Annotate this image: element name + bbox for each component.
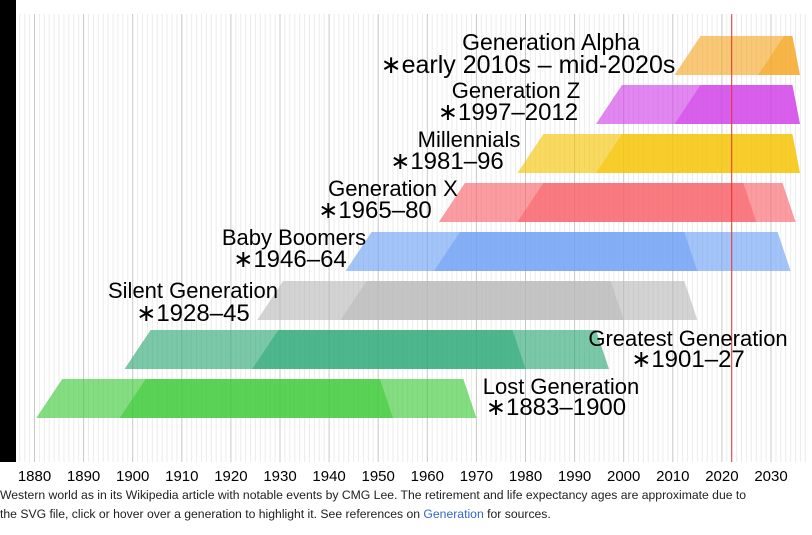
- left-black-strip: [0, 0, 16, 462]
- x-tick-label: 1970: [460, 468, 493, 485]
- years-generation-z: ∗1997–2012: [438, 99, 578, 126]
- caption-line-2-end: for sources.: [483, 507, 551, 521]
- years-generation-alpha: ∗early 2010s – mid-2020s: [381, 51, 676, 79]
- label-lost-generation: Lost Generation: [483, 374, 640, 399]
- band-core-generation-x: [517, 183, 757, 222]
- x-tick-label: 2010: [656, 468, 689, 485]
- generation-bands: [36, 36, 800, 418]
- x-tick-label: 1940: [312, 468, 345, 485]
- label-generation-x: Generation X: [328, 176, 458, 201]
- band-core-generation-z: [674, 85, 800, 124]
- figure-caption: Western world as in its Wikipedia articl…: [0, 486, 812, 535]
- x-axis-ticks: 1880 1890 1900 1910 1920 1930 1940 1950 1960 1970…: [18, 468, 788, 485]
- years-baby-boomers: ∗1946–64: [233, 246, 347, 273]
- label-millennials: Millennials: [418, 127, 521, 152]
- generation-labels: Generation Alpha∗early 2010s – mid-2020s…: [108, 29, 788, 421]
- caption-line-2-text: the SVG file, click or hover over a gene…: [0, 507, 424, 521]
- band-core-silent-generation: [340, 281, 624, 320]
- band-core-generation-alpha: [758, 36, 800, 75]
- x-tick-label: 1890: [67, 468, 100, 485]
- years-silent-generation: ∗1928–45: [136, 300, 250, 327]
- label-greatest-generation: Greatest Generation: [588, 326, 787, 351]
- x-tick-label: 1930: [263, 468, 296, 485]
- x-tick-label: 1920: [214, 468, 247, 485]
- band-core-baby-boomers: [433, 232, 698, 271]
- x-tick-label: 1950: [362, 468, 395, 485]
- x-tick-label: 2000: [607, 468, 640, 485]
- x-tick-label: 1910: [165, 468, 198, 485]
- years-greatest-generation: ∗1901–27: [631, 346, 745, 373]
- caption-line-2: the SVG file, click or hover over a gene…: [0, 505, 812, 524]
- band-core-greatest-generation: [252, 330, 526, 369]
- label-baby-boomers: Baby Boomers: [222, 225, 366, 250]
- years-millennials: ∗1981–96: [390, 148, 504, 175]
- caption-line-1: Western world as in its Wikipedia articl…: [0, 488, 747, 502]
- x-tick-label: 1880: [18, 468, 51, 485]
- band-core-millennials: [595, 134, 800, 173]
- label-generation-alpha: Generation Alpha: [462, 29, 640, 55]
- x-tick-label: 1960: [411, 468, 444, 485]
- label-generation-z: Generation Z: [452, 78, 580, 103]
- years-lost-generation: ∗1883–1900: [486, 394, 626, 421]
- x-tick-label: 2020: [705, 468, 738, 485]
- band-core-lost-generation: [119, 379, 393, 418]
- years-generation-x: ∗1965–80: [318, 197, 432, 224]
- x-tick-label: 1990: [558, 468, 591, 485]
- x-tick-label: 2030: [754, 468, 787, 485]
- x-tick-label: 1900: [116, 468, 149, 485]
- generation-link[interactable]: Generation: [423, 507, 484, 521]
- x-tick-label: 1980: [509, 468, 542, 485]
- label-silent-generation: Silent Generation: [108, 278, 278, 303]
